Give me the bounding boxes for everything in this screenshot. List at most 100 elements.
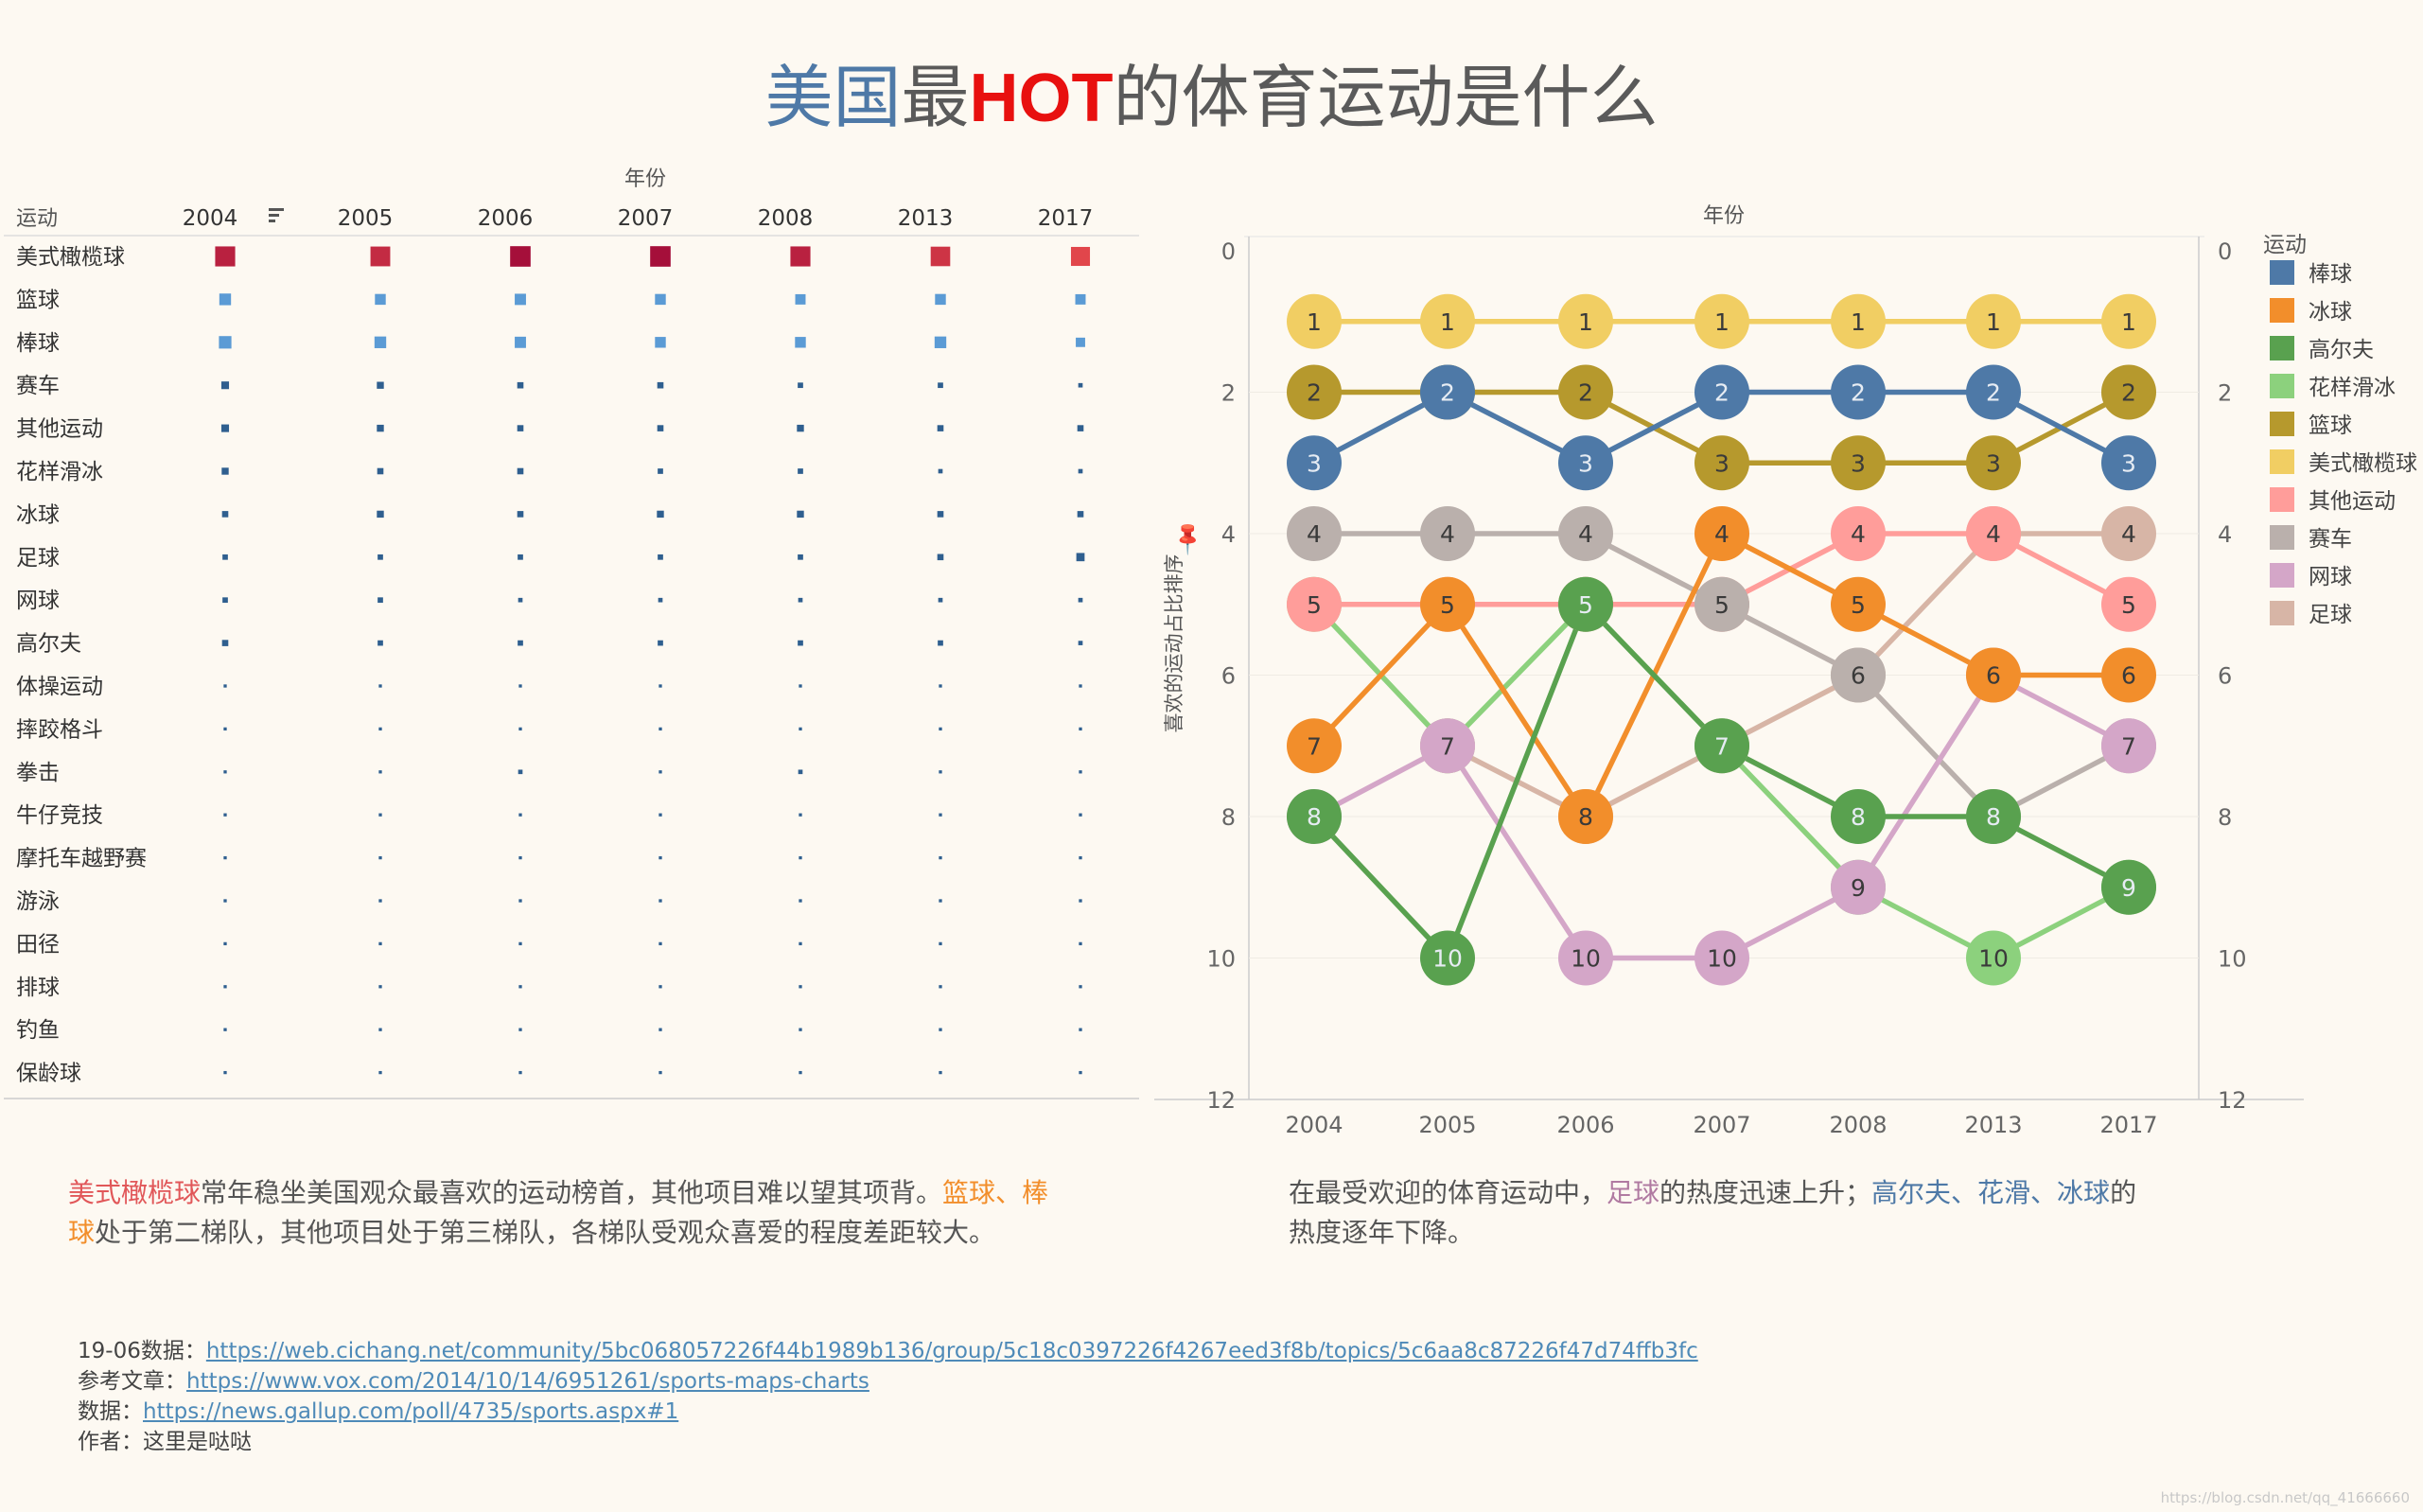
data-label: 4 bbox=[1986, 520, 2001, 548]
source-line-1: 19-06数据：https://web.cichang.net/communit… bbox=[78, 1336, 1698, 1366]
table-cell-square bbox=[939, 1029, 941, 1031]
data-label: 5 bbox=[1307, 591, 1322, 619]
y-tick-label-right: 10 bbox=[2218, 946, 2247, 973]
table-col-header: 2006 bbox=[478, 206, 534, 231]
table-cell-square bbox=[518, 598, 523, 603]
table-cell-square bbox=[658, 382, 664, 389]
table-cell-square bbox=[658, 425, 664, 431]
desc-football: 美式橄榄球 bbox=[68, 1177, 201, 1208]
table-cell-square bbox=[219, 293, 231, 305]
y-tick-label-left: 0 bbox=[1221, 238, 1236, 265]
table-cell-square bbox=[939, 942, 941, 945]
y-tick-label-right: 2 bbox=[2218, 380, 2232, 407]
y-axis-label: 喜欢的运动占比排序 bbox=[1163, 554, 1185, 733]
table-cell-square bbox=[658, 1071, 661, 1074]
description-right: 在最受欢迎的体育运动中，足球的热度迅速上升；高尔夫、花滑、冰球的 热度逐年下降。 bbox=[1289, 1173, 2235, 1253]
desc-right-text-4: 热度逐年下降。 bbox=[1289, 1217, 1474, 1248]
table-cell-square bbox=[1079, 770, 1081, 773]
y-tick-label-right: 4 bbox=[2218, 521, 2232, 548]
table-row-label: 田径 bbox=[16, 932, 60, 957]
data-label: 2 bbox=[1440, 379, 1455, 407]
table-cell-square bbox=[223, 942, 226, 945]
table-cell-square bbox=[799, 598, 803, 603]
table-cell-square bbox=[223, 728, 226, 730]
data-label: 3 bbox=[1714, 449, 1729, 477]
legend-swatch bbox=[2270, 449, 2294, 474]
source-line-3: 数据：https://news.gallup.com/poll/4735/spo… bbox=[78, 1397, 1698, 1427]
data-label: 10 bbox=[1432, 945, 1463, 973]
data-label: 10 bbox=[1978, 945, 2009, 973]
legend-label: 冰球 bbox=[2309, 300, 2352, 325]
table-cell-square bbox=[938, 641, 943, 646]
table-cell-square bbox=[1071, 247, 1090, 266]
data-label: 5 bbox=[1714, 591, 1729, 619]
table-cell-square bbox=[371, 247, 391, 267]
x-tick-label: 2006 bbox=[1556, 1112, 1614, 1135]
bump-chart: 年份0 02 24 46 68 810 1012 122004 2005 2006 2007 2008… bbox=[1154, 189, 2423, 1135]
source-link-1[interactable]: https://web.cichang.net/community/5bc068… bbox=[206, 1339, 1698, 1363]
source-link-2[interactable]: https://www.vox.com/2014/10/14/6951261/s… bbox=[186, 1369, 869, 1394]
sources: 19-06数据：https://web.cichang.net/communit… bbox=[78, 1336, 1698, 1457]
table-cell-square bbox=[798, 554, 803, 560]
author-name: 这里是哒哒 bbox=[143, 1430, 252, 1454]
data-label: 7 bbox=[2121, 732, 2136, 760]
data-label: 5 bbox=[1578, 591, 1593, 619]
sort-icon bbox=[269, 208, 284, 222]
table-cell-square bbox=[518, 425, 524, 431]
table-cell-square bbox=[799, 728, 801, 730]
table-cell-square bbox=[518, 468, 524, 475]
data-label: 5 bbox=[2121, 591, 2136, 619]
y-tick-label-left: 10 bbox=[1206, 946, 1236, 973]
table-cell-square bbox=[939, 985, 941, 988]
y-tick-label-left: 2 bbox=[1221, 380, 1236, 407]
source-label-2: 参考文章： bbox=[78, 1369, 186, 1394]
table-cell-square bbox=[1078, 511, 1084, 518]
y-tick-label-left: 6 bbox=[1221, 663, 1236, 690]
data-label: 2 bbox=[1307, 379, 1322, 407]
legend-label: 其他运动 bbox=[2309, 489, 2396, 514]
table-cell-square bbox=[658, 1029, 661, 1031]
table-cell-square bbox=[939, 598, 943, 603]
x-tick-label: 2017 bbox=[2099, 1112, 2157, 1135]
table-cell-square bbox=[518, 1071, 521, 1074]
table-row-label: 排球 bbox=[16, 976, 60, 1000]
table-cell-square bbox=[795, 337, 805, 347]
data-label: 4 bbox=[1578, 520, 1593, 548]
x-tick-label: 2013 bbox=[1964, 1112, 2022, 1135]
table-cell-square bbox=[798, 382, 803, 388]
legend-label: 篮球 bbox=[2309, 413, 2352, 438]
x-tick-label: 2008 bbox=[1829, 1112, 1887, 1135]
data-label: 4 bbox=[1851, 520, 1866, 548]
legend-swatch bbox=[2270, 601, 2294, 625]
table-cell-square bbox=[935, 337, 946, 348]
table-cell-square bbox=[375, 337, 386, 348]
table-cell-square bbox=[518, 856, 521, 859]
legend-swatch bbox=[2270, 563, 2294, 588]
table-col-header: 2007 bbox=[618, 206, 674, 231]
table-cell-square bbox=[658, 728, 661, 730]
table-cell-square bbox=[1077, 553, 1085, 561]
table-cell-square bbox=[378, 728, 381, 730]
author-label: 作者： bbox=[78, 1430, 143, 1454]
table-cell-square bbox=[939, 899, 941, 902]
table-cell-square bbox=[377, 554, 383, 560]
table-cell-square bbox=[1079, 814, 1081, 817]
legend-label: 赛车 bbox=[2309, 527, 2352, 552]
source-link-3[interactable]: https://news.gallup.com/poll/4735/sports… bbox=[143, 1399, 678, 1424]
title-part-2: 最 bbox=[902, 58, 970, 137]
table-row-label: 足球 bbox=[16, 546, 60, 571]
table-cell-square bbox=[939, 728, 941, 730]
table-cell-square bbox=[223, 1029, 226, 1031]
table-cell-square bbox=[799, 942, 801, 945]
table-cell-square bbox=[939, 814, 941, 817]
y-tick-label-left: 4 bbox=[1221, 521, 1236, 548]
data-label: 8 bbox=[1578, 803, 1593, 831]
table-cell-square bbox=[799, 1029, 801, 1031]
table-cell-square bbox=[938, 382, 943, 388]
table-row-label: 赛车 bbox=[16, 374, 60, 398]
data-label: 4 bbox=[1307, 520, 1322, 548]
table-cell-square bbox=[222, 554, 228, 560]
table-cell-square bbox=[518, 1029, 521, 1031]
table-cell-square bbox=[223, 1071, 226, 1074]
table-cell-square bbox=[1079, 1071, 1081, 1074]
